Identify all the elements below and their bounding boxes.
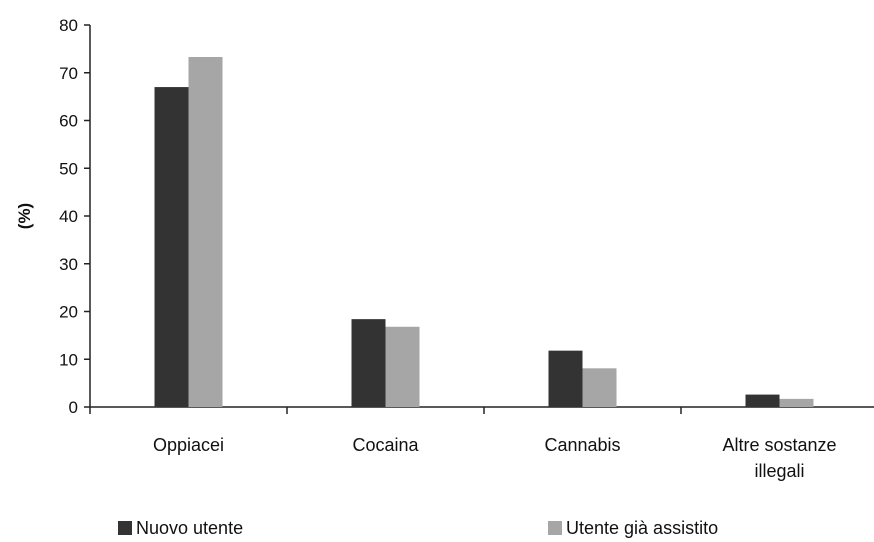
y-tick-label: 30 xyxy=(59,255,78,274)
x-tick-label: Cannabis xyxy=(544,435,620,455)
y-tick-label: 20 xyxy=(59,303,78,322)
legend-label: Nuovo utente xyxy=(136,518,243,538)
x-tick-label: Oppiacei xyxy=(153,435,224,455)
y-tick-label: 40 xyxy=(59,207,78,226)
x-axis: Oppiacei Cocaina Cannabis Altre sostanze ill… xyxy=(89,406,874,481)
bar-series-1 xyxy=(745,394,780,407)
y-tick-label: 80 xyxy=(59,16,78,35)
bar-series-2 xyxy=(779,398,814,407)
bar-series-2 xyxy=(385,326,420,407)
legend: Nuovo utente Utente già assistito xyxy=(118,518,718,538)
y-tick-label: 0 xyxy=(69,398,78,417)
bar-series-1 xyxy=(548,350,583,407)
x-tick-label: Altre sostanze illegali xyxy=(722,435,836,481)
bar-series-1 xyxy=(154,87,189,407)
y-axis: 0 10 20 30 40 50 60 70 80 xyxy=(59,16,91,417)
bar-series-2 xyxy=(188,56,223,408)
legend-label: Utente già assistito xyxy=(566,518,718,538)
bar-series-1 xyxy=(351,319,386,407)
x-tick-label: Cocaina xyxy=(352,435,419,455)
y-tick-label: 50 xyxy=(59,159,78,178)
y-axis-title: (%) xyxy=(15,203,34,229)
y-tick-label: 10 xyxy=(59,350,78,369)
bars xyxy=(154,56,814,408)
y-tick-label: 70 xyxy=(59,64,78,83)
legend-swatch xyxy=(548,521,562,535)
y-tick-label: 60 xyxy=(59,112,78,131)
bar-series-2 xyxy=(582,368,617,407)
legend-swatch xyxy=(118,521,132,535)
